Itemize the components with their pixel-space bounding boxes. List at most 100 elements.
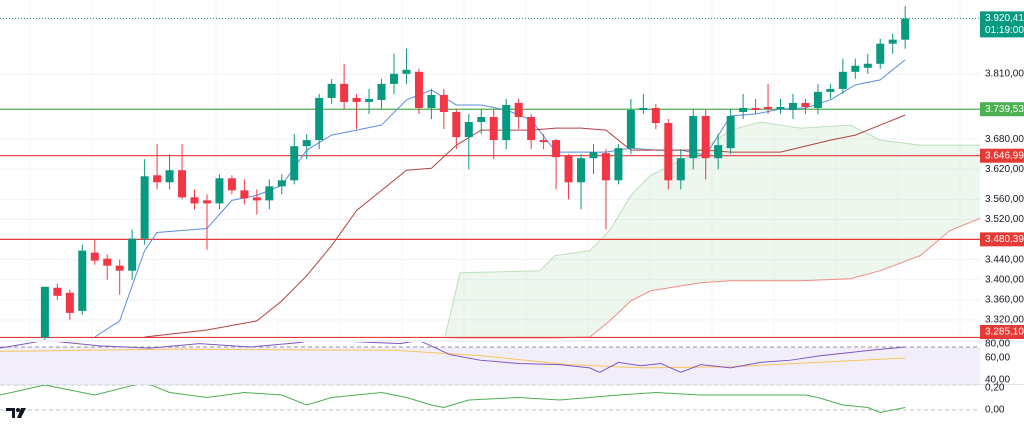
candle-body: [527, 117, 536, 141]
candle-body: [277, 180, 286, 187]
candle-body: [539, 140, 548, 143]
candle-body: [315, 97, 324, 141]
rsi-line: [0, 342, 906, 373]
candle-body: [115, 265, 124, 271]
rsi-tick-label: 80,00: [985, 339, 1010, 350]
candle-body: [340, 83, 349, 102]
candle-body: [776, 106, 785, 109]
y-tick-label: 3.440,00: [985, 254, 1024, 265]
price-line-box: [980, 102, 1024, 117]
ichimoku-cloud: [445, 122, 980, 338]
candle-body: [402, 69, 411, 74]
candle-body: [863, 63, 872, 68]
candle-body: [464, 122, 473, 138]
countdown-label: 01:19:00: [985, 25, 1024, 36]
candle-body: [352, 97, 361, 102]
candle-body: [377, 83, 386, 100]
y-tick-label: 3.680,00: [985, 134, 1024, 145]
candle-body: [389, 73, 398, 84]
osc-tick-label: 0,20: [985, 383, 1005, 394]
candle-body: [714, 145, 723, 159]
price-line-label: 3.285,10: [985, 327, 1024, 338]
candle-body: [626, 109, 635, 149]
candle-body: [477, 117, 486, 123]
candle-body: [788, 102, 797, 110]
candle-body: [726, 116, 735, 149]
rsi-pane: [0, 342, 980, 384]
y-tick-label: 3.810,00: [985, 68, 1024, 79]
price-axis: 3.970,003.810,003.680,003.620,003.560,00…: [980, 11, 1024, 416]
candle-body: [689, 116, 698, 159]
candle-body: [514, 102, 523, 118]
candle-body: [327, 83, 336, 98]
y-tick-label: 3.320,00: [985, 315, 1024, 326]
last-price-label: 3.920,41: [985, 13, 1024, 24]
osc-line: [0, 385, 906, 414]
candle-body: [140, 176, 149, 239]
candle-body: [240, 190, 249, 199]
candle-body: [676, 158, 685, 181]
candle-body: [614, 148, 623, 181]
candle-body: [40, 286, 49, 338]
y-tick-label: 3.360,00: [985, 294, 1024, 305]
osc-tick-label: 0,00: [985, 405, 1005, 416]
candle-body: [826, 88, 835, 92]
candle-body: [65, 292, 74, 313]
candle-body: [90, 252, 99, 261]
candle-body: [552, 140, 561, 158]
candle-body: [78, 250, 87, 311]
candle-body: [414, 71, 423, 108]
logo: [6, 408, 26, 418]
candle-body: [664, 123, 673, 181]
candle-body: [589, 152, 598, 159]
last-price-box: [980, 11, 1024, 38]
candle-body: [577, 158, 586, 183]
candle-body: [227, 178, 236, 191]
candle-body: [215, 178, 224, 204]
candle-body: [190, 197, 199, 204]
price-line-box: [980, 148, 1024, 163]
price-line-label: 3.646,99: [985, 150, 1024, 161]
price-line-label: 3.480,39: [985, 234, 1024, 245]
candle-body: [365, 98, 374, 102]
y-tick-label: 3.400,00: [985, 274, 1024, 285]
candle-body: [452, 111, 461, 138]
y-tick-label: 3.520,00: [985, 214, 1024, 225]
candle-body: [888, 39, 897, 44]
candle-body: [701, 116, 710, 159]
price-pane: [0, 6, 980, 340]
rsi-tick-label: 60,00: [985, 353, 1010, 364]
candle-body: [489, 117, 498, 141]
candle-body: [564, 155, 573, 183]
y-tick-label: 3.620,00: [985, 164, 1024, 175]
candle-body: [838, 71, 847, 89]
candle-body: [876, 43, 885, 64]
candle-body: [53, 287, 62, 296]
candle-body: [153, 175, 162, 183]
price-line-label: 3.739,53: [985, 104, 1024, 115]
candle-body: [739, 107, 748, 112]
candle-body: [302, 140, 311, 147]
candle-body: [901, 18, 910, 40]
candle-body: [103, 258, 112, 266]
candle-body: [764, 106, 773, 109]
candle-body: [439, 94, 448, 112]
candle-body: [639, 107, 648, 110]
price-line-box: [980, 232, 1024, 247]
oscillator-pane: [0, 385, 980, 414]
candle-body: [502, 104, 511, 141]
candle-body: [290, 146, 299, 181]
candle-body: [851, 65, 860, 72]
candle-body: [751, 107, 760, 110]
candle-body: [178, 170, 187, 198]
rsi-band: [0, 346, 980, 384]
rsi-tick-label: 40,00: [985, 375, 1010, 386]
candle-body: [165, 170, 174, 183]
candle-body: [202, 200, 211, 204]
candle-body: [601, 153, 610, 181]
candle-body: [813, 91, 822, 108]
candle-body: [651, 107, 660, 124]
price-line-box: [980, 325, 1024, 339]
candle-body: [128, 238, 137, 271]
